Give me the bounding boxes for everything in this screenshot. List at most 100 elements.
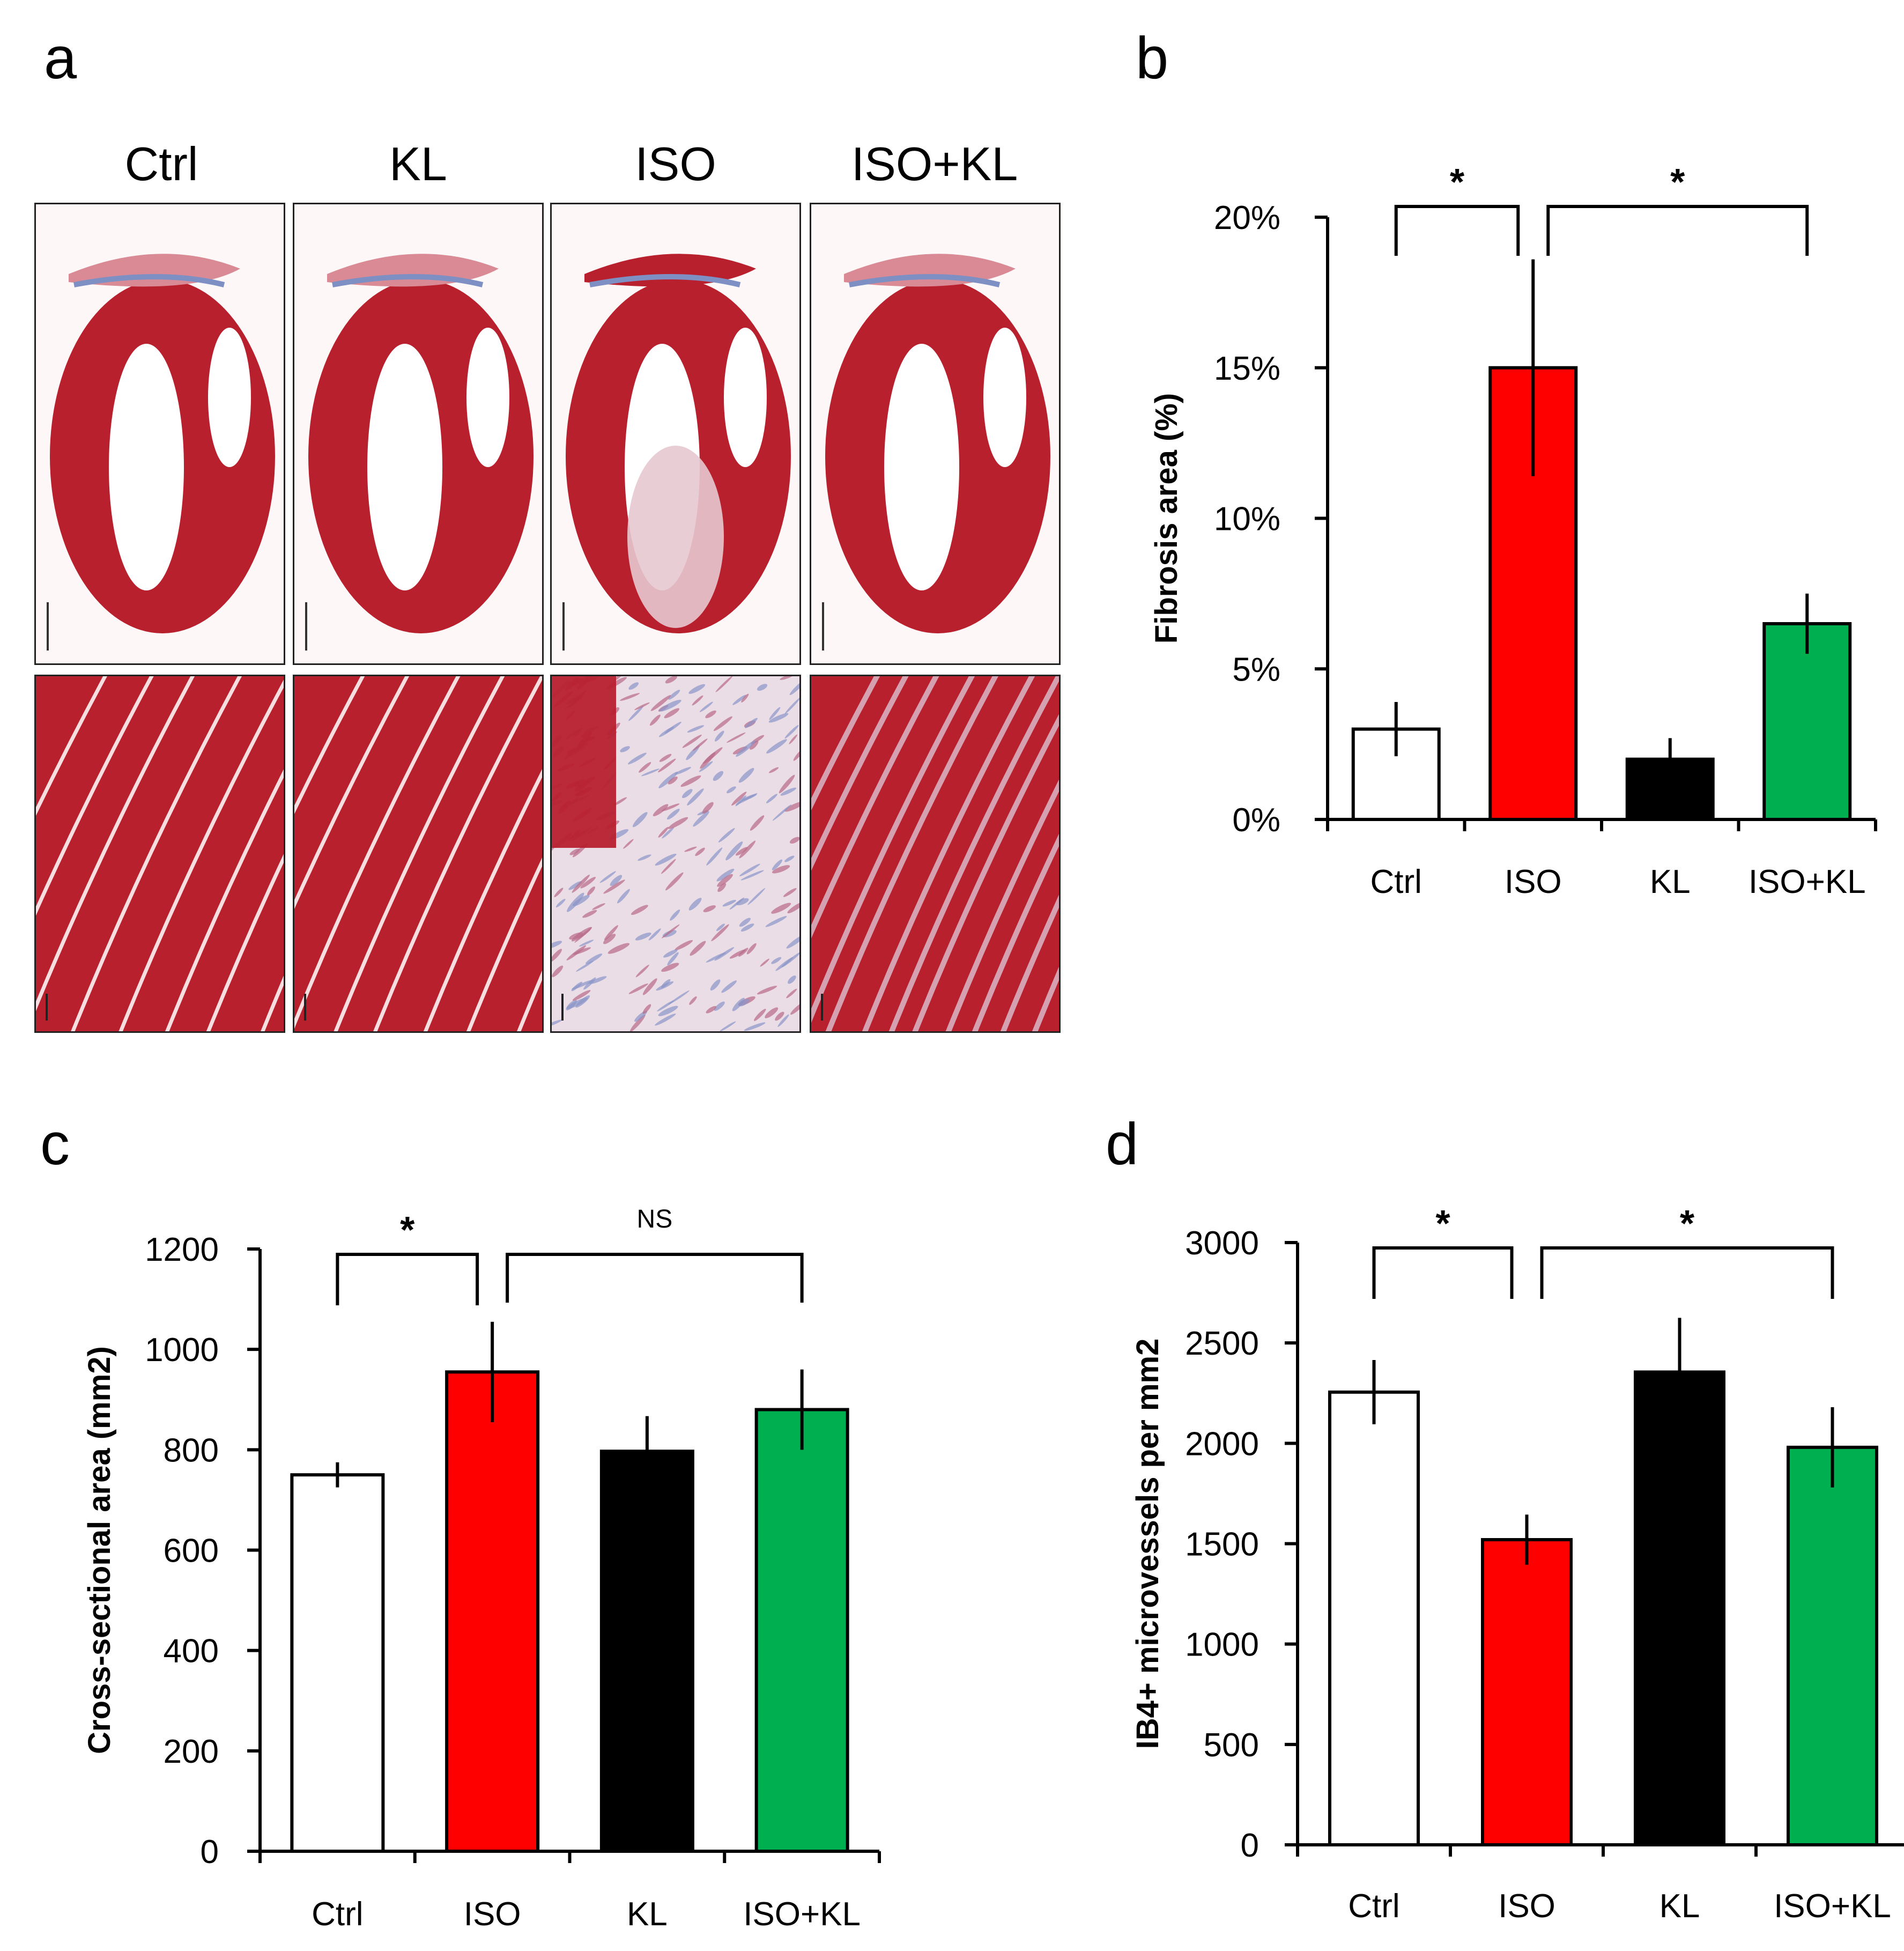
right-ventricle-lumen <box>724 328 767 467</box>
fibroblast-mark <box>713 771 724 781</box>
fibroblast-mark <box>702 747 723 764</box>
fibroblast-mark <box>786 988 797 999</box>
significance-label: NS <box>637 1205 673 1233</box>
fibroblast-mark <box>628 983 648 994</box>
significance-bracket <box>1546 205 1809 256</box>
left-ventricle-lumen <box>884 344 959 590</box>
fibroblast-mark <box>775 1011 784 1021</box>
fibroblast-mark <box>572 895 590 906</box>
y-tick-label: 1200 <box>145 1231 219 1268</box>
fibroblast-mark <box>687 725 705 733</box>
fibroblast-mark <box>768 767 779 773</box>
fibroblast-mark <box>760 958 769 967</box>
fibroblast-mark <box>668 690 680 700</box>
heart-section-image <box>34 203 285 665</box>
x-category-label: KL <box>1659 1888 1700 1925</box>
fibroblast-mark <box>706 952 726 963</box>
fibroblast-mark <box>786 934 799 949</box>
fibroblast-mark <box>664 721 681 734</box>
fibroblast-mark <box>780 676 795 680</box>
fiber-gap <box>1032 966 1059 1031</box>
fibroblast-mark <box>572 979 594 990</box>
chart-b: 0% 5% 10% 15% 20% Fibrosis area (%) Ctrl ISO KL I… <box>1149 161 1877 900</box>
bar <box>599 1450 694 1853</box>
fibroblast-mark <box>713 716 732 731</box>
fibroblast-mark <box>670 909 680 921</box>
significance-bracket <box>336 1253 479 1305</box>
fibroblast-mark <box>582 910 597 918</box>
fibroblast-mark <box>568 881 582 890</box>
fibroblast-mark <box>658 826 669 838</box>
significance-label: * <box>400 1209 415 1251</box>
fibroblast-mark <box>768 713 789 723</box>
fibroblast-mark <box>784 855 795 862</box>
fibroblast-mark <box>629 1014 646 1031</box>
fibroblast-mark <box>714 730 724 742</box>
fiber-gap <box>912 714 1059 1031</box>
fibroblast-mark <box>623 839 634 849</box>
fibroblast-mark <box>664 708 680 719</box>
fibroblast-mark <box>722 899 736 907</box>
bar <box>754 1408 849 1853</box>
significance-bracket <box>1372 1246 1514 1299</box>
fibroblast-mark <box>648 928 661 941</box>
fiber-gap <box>811 676 975 1023</box>
fiber-gap <box>862 676 1035 1031</box>
fibroblast-mark <box>745 718 758 728</box>
fibroblast-mark <box>699 701 713 712</box>
fibroblast-mark <box>661 803 680 811</box>
fibroblast-mark <box>603 934 616 944</box>
x-category-label: Ctrl <box>1370 863 1422 900</box>
fibroblast-mark <box>717 883 727 892</box>
heart-section-drawing <box>822 254 1050 651</box>
fibroblast-mark <box>665 872 684 891</box>
y-tick-label: 15% <box>1214 350 1280 387</box>
significance-bracket <box>506 1253 804 1303</box>
fibroblast-mark <box>699 761 713 772</box>
tissue-magnified-image <box>810 675 1061 1033</box>
fibroblast-mark <box>731 792 747 806</box>
fibroblast-mark <box>783 888 797 897</box>
x-category-label: ISO+KL <box>743 1896 861 1933</box>
y-tick-label: 2500 <box>1185 1325 1259 1362</box>
fibroblast-mark <box>706 847 723 866</box>
y-tick-label: 0% <box>1232 802 1280 839</box>
fibroblast-mark <box>705 710 716 719</box>
significance-bracket <box>1394 205 1520 256</box>
residual-muscle <box>552 676 616 848</box>
fibroblast-mark <box>603 880 625 894</box>
x-category-label: Ctrl <box>1348 1888 1399 1925</box>
fiber-gap <box>373 676 542 1031</box>
fibroblast-mark <box>659 699 681 712</box>
right-ventricle-lumen <box>208 328 251 467</box>
panel-letter-a: a <box>44 25 77 91</box>
fibroblast-mark <box>604 925 618 941</box>
fibroblast-mark <box>682 734 702 748</box>
x-category-label: ISO <box>1505 863 1562 900</box>
fiber-gap <box>294 676 365 814</box>
heart-section-drawing <box>305 254 534 651</box>
fibroblast-mark <box>695 847 705 856</box>
fibroblast-mark <box>727 732 746 743</box>
fibroblast-mark <box>592 903 605 910</box>
fibroblast-mark <box>665 676 677 684</box>
valve-collagen <box>849 274 1001 287</box>
fibroblast-mark <box>586 954 603 964</box>
fibroblast-mark <box>573 947 591 955</box>
y-tick-label: 800 <box>164 1432 219 1469</box>
fibroblast-mark <box>739 863 760 877</box>
fibroblast-mark <box>554 888 564 898</box>
fiber-gap <box>165 769 284 1031</box>
fibroblast-mark <box>599 871 616 883</box>
fibroblast-mark <box>680 775 701 787</box>
y-tick-label: 200 <box>164 1733 219 1770</box>
x-category-label: ISO <box>464 1896 521 1933</box>
fibroblast-mark <box>703 905 716 913</box>
fibroblast-mark <box>720 1021 736 1031</box>
bar <box>290 1473 385 1853</box>
y-axis-label: Fibrosis area (%) <box>1149 393 1184 644</box>
fibroblast-mark <box>769 707 781 720</box>
valve-collagen <box>73 274 225 287</box>
heart-section-drawing <box>47 254 275 651</box>
fiber-gap <box>36 676 108 816</box>
